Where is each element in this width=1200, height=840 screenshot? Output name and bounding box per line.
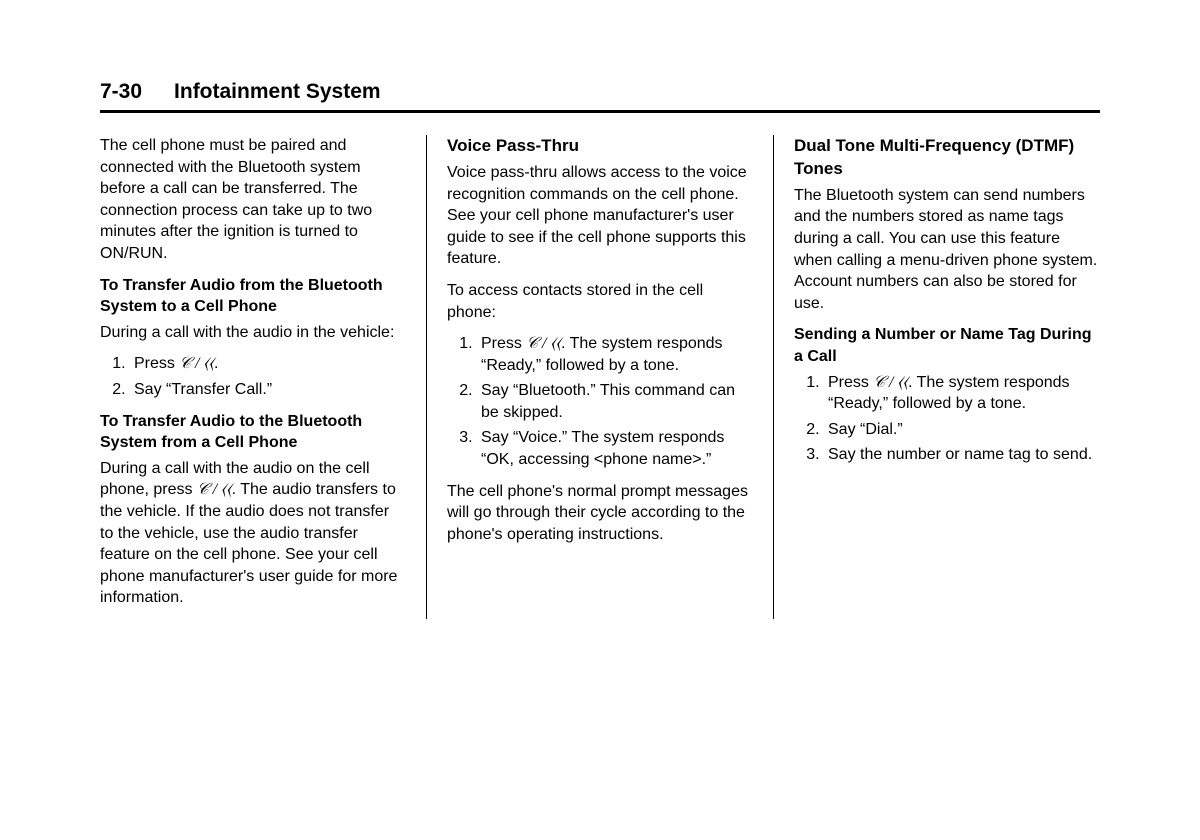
- section-heading-dtmf: Dual Tone Multi-Frequency (DTMF) Tones: [794, 135, 1100, 181]
- steps-list: Press 𝒞 / ⟨⟨. The system responds “Ready…: [447, 333, 753, 471]
- phone-voice-icon: 𝒞 / ⟨⟨: [526, 335, 561, 352]
- paragraph: During a call with the audio in the vehi…: [100, 322, 406, 344]
- list-item: Press 𝒞 / ⟨⟨.: [130, 353, 406, 375]
- steps-list: Press 𝒞 / ⟨⟨. Say “Transfer Call.”: [100, 353, 406, 400]
- sub-heading-transfer-from-phone: To Transfer Audio to the Bluetooth Syste…: [100, 411, 406, 454]
- list-item: Press 𝒞 / ⟨⟨. The system responds “Ready…: [824, 372, 1100, 415]
- sub-heading-transfer-to-phone: To Transfer Audio from the Bluetooth Sys…: [100, 275, 406, 318]
- intro-paragraph: The cell phone must be paired and connec…: [100, 135, 406, 265]
- paragraph: During a call with the audio on the cell…: [100, 458, 406, 609]
- page-header: 7-30 Infotainment System: [100, 80, 1100, 113]
- paragraph-text: . The audio transfers to the vehicle. If…: [100, 481, 397, 606]
- step-text: Press: [481, 335, 526, 352]
- step-text: Press: [828, 374, 873, 391]
- column-3: Dual Tone Multi-Frequency (DTMF) Tones T…: [774, 135, 1100, 619]
- sub-heading-sending-number: Sending a Number or Name Tag During a Ca…: [794, 324, 1100, 367]
- chapter-title: Infotainment System: [174, 80, 381, 104]
- list-item: Say “Bluetooth.” This command can be ski…: [477, 380, 753, 423]
- list-item: Say “Dial.”: [824, 419, 1100, 441]
- paragraph: To access contacts stored in the cell ph…: [447, 280, 753, 323]
- list-item: Press 𝒞 / ⟨⟨. The system responds “Ready…: [477, 333, 753, 376]
- phone-voice-icon: 𝒞 / ⟨⟨: [873, 374, 908, 391]
- step-text: Press: [134, 355, 179, 372]
- phone-voice-icon: 𝒞 / ⟨⟨: [197, 481, 232, 498]
- list-item: Say “Transfer Call.”: [130, 379, 406, 401]
- content-columns: The cell phone must be paired and connec…: [100, 135, 1100, 619]
- phone-voice-icon: 𝒞 / ⟨⟨: [179, 355, 214, 372]
- column-1: The cell phone must be paired and connec…: [100, 135, 426, 619]
- paragraph: The cell phone's normal prompt messages …: [447, 481, 753, 546]
- section-heading-voice-passthru: Voice Pass-Thru: [447, 135, 753, 158]
- list-item: Say “Voice.” The system responds “OK, ac…: [477, 427, 753, 470]
- paragraph: Voice pass-thru allows access to the voi…: [447, 162, 753, 270]
- column-2: Voice Pass-Thru Voice pass-thru allows a…: [427, 135, 773, 619]
- page-number: 7-30: [100, 80, 142, 104]
- step-text: .: [214, 355, 218, 372]
- paragraph: The Bluetooth system can send numbers an…: [794, 185, 1100, 315]
- steps-list: Press 𝒞 / ⟨⟨. The system responds “Ready…: [794, 372, 1100, 466]
- list-item: Say the number or name tag to send.: [824, 444, 1100, 466]
